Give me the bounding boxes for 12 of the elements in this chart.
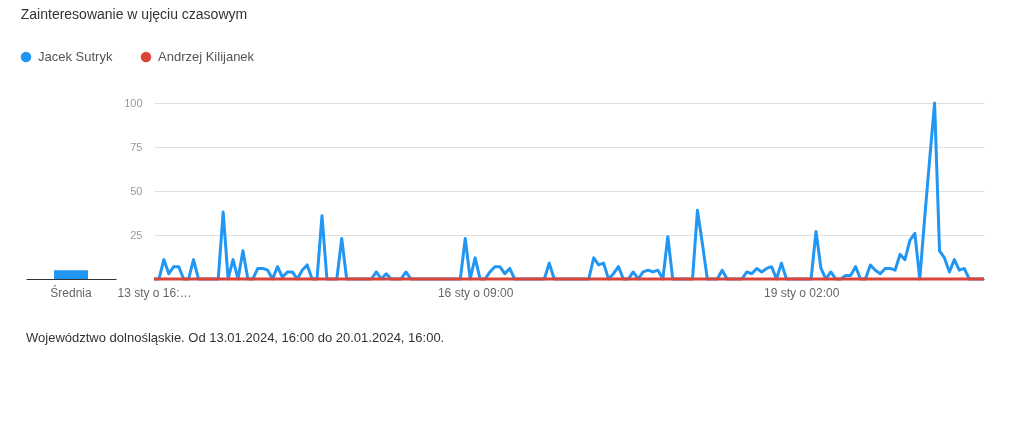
legend-label: Jacek Sutryk [38,49,113,64]
x-tick-label: 13 sty o 16:… [117,285,192,300]
x-tick-label: 16 sty o 09:00 [437,285,514,300]
x-tick-label: 19 sty o 02:00 [764,285,840,300]
y-tick-label: 50 [130,184,143,197]
y-tick-label: 75 [130,140,143,153]
x-tick-label: Średnia [50,284,92,300]
chart-title: Zainteresowanie w ujęciu czasowym [20,6,248,22]
y-tick-label: 100 [124,96,143,109]
legend-label: Andrzej Kilijanek [158,49,255,64]
y-tick-label: 25 [130,228,143,241]
text: Województwo dolnośląskie. Od 13.01.2024, 16:00 do 20.01.2024, 16:00. [26,330,445,345]
